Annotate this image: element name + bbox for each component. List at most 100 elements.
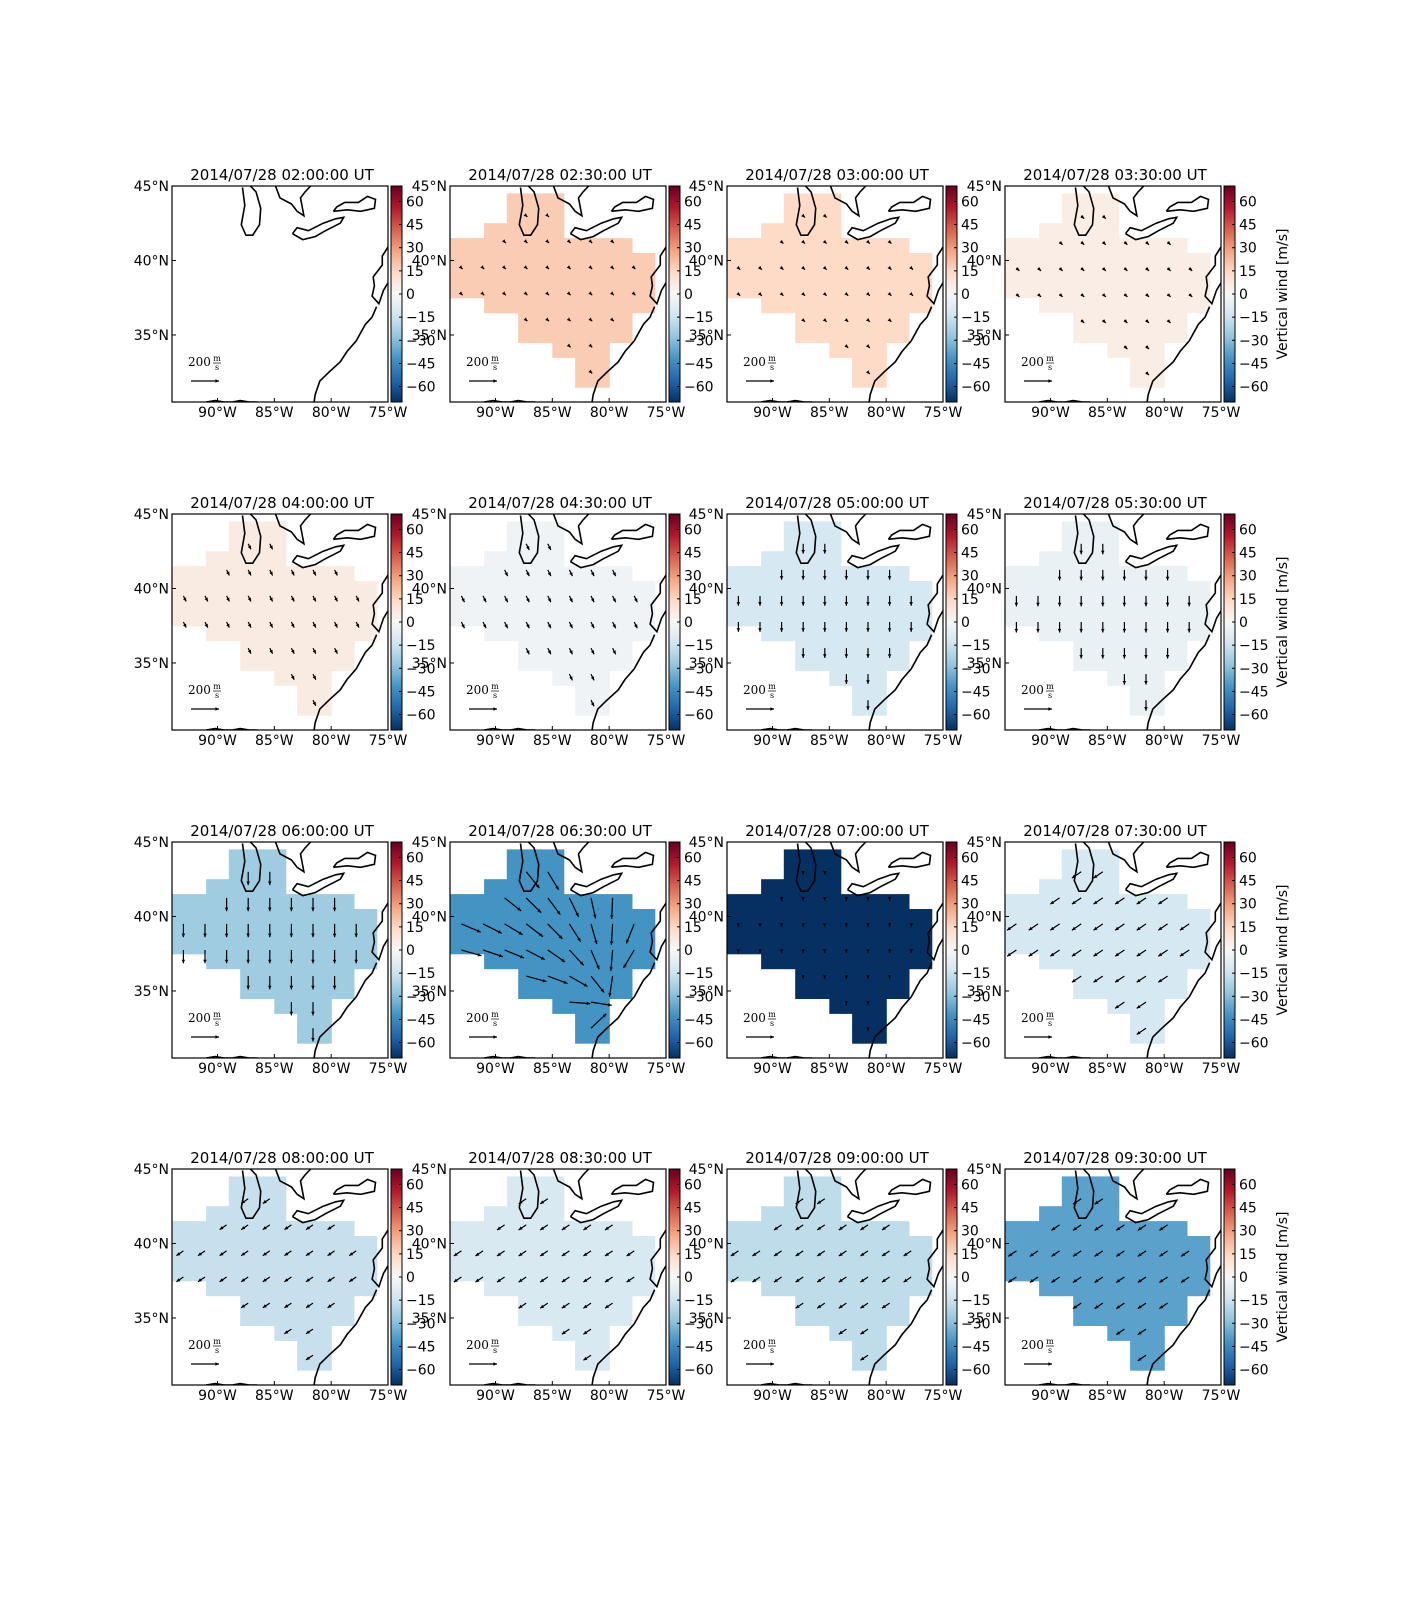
vertical-wind-cell (863, 685, 876, 701)
vertical-wind-cell (817, 282, 830, 299)
vertical-wind-cell (1175, 1295, 1188, 1312)
vertical-wind-cell (829, 968, 842, 985)
vertical-wind-cell (609, 968, 622, 985)
vertical-wind-cell (852, 253, 865, 269)
coastline (518, 1169, 540, 1219)
wind-arrow (583, 1276, 592, 1283)
colorbar-tick-label: 0 (406, 943, 415, 959)
wind-arrow (311, 950, 315, 964)
vertical-wind-cell (297, 1236, 310, 1252)
coastline (926, 574, 943, 634)
vertical-wind-cell (1152, 1310, 1165, 1326)
vertical-wind-cell (563, 1295, 576, 1312)
coastline (1165, 523, 1210, 541)
vertical-wind-cell (518, 968, 531, 985)
vertical-wind-cell (518, 1295, 531, 1312)
arrow-head (183, 623, 187, 628)
vertical-wind-cell (518, 282, 531, 299)
vertical-wind-cell (217, 909, 230, 925)
arrow-head (306, 1278, 310, 1282)
wind-arrow (1144, 674, 1148, 685)
vertical-wind-cell (727, 1250, 739, 1267)
vertical-wind-cell (319, 1221, 332, 1237)
arrow-head (1071, 978, 1076, 983)
y-tick-label: 40°N (689, 581, 724, 597)
vertical-wind-cell (631, 253, 644, 269)
scale-arrow-unit-numerator: m (1046, 354, 1054, 363)
vertical-wind-cell (1016, 267, 1029, 284)
vertical-wind-cell (863, 312, 876, 329)
vertical-wind-cell (251, 879, 264, 895)
vertical-wind-cell (342, 1236, 355, 1252)
wind-arrow (903, 1250, 912, 1257)
vertical-wind-cell (1073, 1221, 1086, 1237)
arrow-head (583, 1304, 588, 1309)
wind-arrow (838, 1276, 847, 1283)
x-tick-label: 80°W (867, 1061, 906, 1077)
vertical-wind-cell (817, 1206, 830, 1222)
coastline (868, 1289, 933, 1385)
colorbar-tick-label: −45 (684, 356, 714, 372)
vertical-wind-cell (1130, 581, 1143, 597)
vertical-wind-cell (1164, 923, 1177, 940)
colorbar-tick-label: 0 (406, 1270, 415, 1286)
scale-arrow-unit-numerator: m (768, 682, 776, 691)
vertical-wind-cell (228, 894, 241, 910)
vertical-wind-cell (262, 1310, 275, 1326)
vertical-wind-cell (1141, 253, 1154, 269)
vertical-wind-cell (749, 1221, 762, 1237)
vertical-wind-cell (749, 923, 762, 940)
arrow-head (518, 931, 523, 935)
vertical-wind-cell (262, 625, 275, 642)
vertical-wind-cell (840, 1265, 853, 1282)
vertical-wind-cell (450, 282, 462, 299)
vertical-wind-cell (1061, 208, 1074, 224)
vertical-wind-cell (575, 1280, 588, 1297)
vertical-wind-cell (563, 595, 576, 612)
vertical-wind-cell (1141, 640, 1154, 657)
vertical-wind-cell (495, 238, 508, 254)
vertical-wind-cell (1061, 521, 1074, 537)
vertical-wind-cell (738, 282, 751, 299)
vertical-wind-cell (1130, 610, 1143, 627)
vertical-wind-cell (620, 640, 633, 657)
vertical-wind-cell (761, 253, 774, 269)
vertical-wind-cell (274, 566, 287, 582)
vertical-wind-cell (863, 625, 876, 642)
scale-arrow-unit-denominator: s (770, 691, 774, 700)
vertical-wind-cell (251, 1250, 264, 1267)
arrow-head (866, 265, 870, 270)
vertical-wind-cell (886, 595, 899, 612)
vertical-wind-cell (342, 938, 355, 955)
arrow-head (502, 291, 506, 296)
vertical-wind-cell (518, 1280, 531, 1297)
arrow-head (453, 1252, 458, 1256)
colorbar-tick-label: −45 (406, 1339, 436, 1355)
vertical-wind-cell (609, 1280, 622, 1297)
vertical-wind-cell (1130, 1250, 1143, 1267)
vertical-wind-cell (1107, 938, 1120, 955)
arrow-head (590, 598, 595, 603)
x-tick-label: 75°W (369, 405, 408, 421)
vertical-wind-cell (240, 983, 253, 999)
arrow-head (268, 881, 272, 886)
vertical-wind-cell (552, 1206, 565, 1222)
wind-arrow (752, 1250, 761, 1257)
vertical-wind-cell (450, 909, 462, 925)
vertical-wind-cell (795, 1295, 808, 1312)
vertical-wind-cell (920, 938, 933, 955)
x-tick-label: 80°W (590, 733, 629, 749)
coastline (1073, 514, 1095, 564)
vertical-wind-cell (795, 1280, 808, 1297)
vertical-wind-cell (251, 610, 264, 627)
vertical-wind-cell (1016, 282, 1029, 299)
vertical-wind-cell (552, 1236, 565, 1252)
wind-arrow (290, 621, 295, 628)
vertical-wind-cell (1084, 655, 1097, 671)
vertical-wind-cell (1039, 625, 1052, 642)
wind-arrow (568, 897, 580, 918)
vertical-wind-cell (597, 595, 610, 612)
vertical-wind-cell (1095, 1176, 1108, 1192)
wind-arrow (1136, 923, 1147, 931)
